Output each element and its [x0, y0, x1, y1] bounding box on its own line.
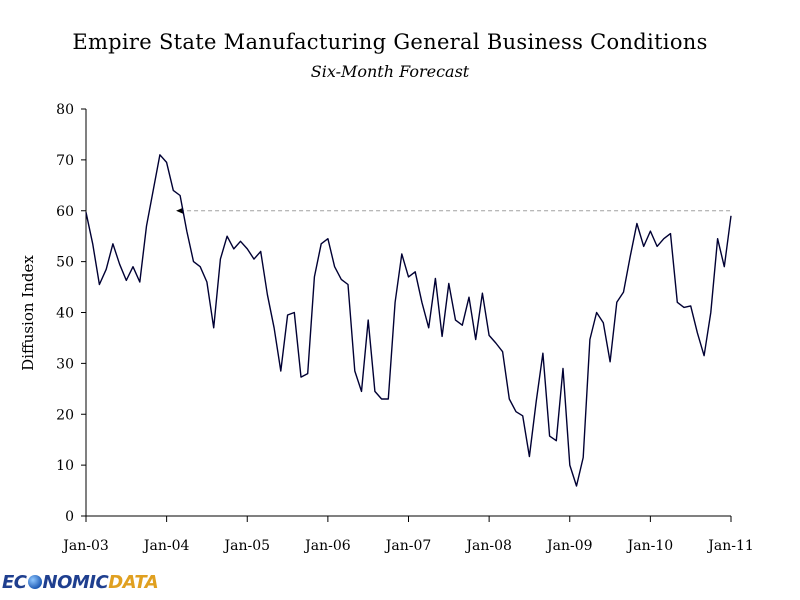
series-group: [85, 154, 732, 487]
y-tick-label: 70: [56, 153, 74, 169]
x-tick-label: Jan-04: [142, 538, 190, 554]
x-tick-label: Jan-11: [706, 538, 754, 554]
reference-line-group: [176, 207, 731, 214]
x-tick-label: Jan-09: [545, 538, 593, 554]
reference-arrow-icon: [176, 207, 184, 214]
logo-text-part-3: DATA: [108, 572, 159, 593]
chart-subtitle: Six-Month Forecast: [310, 62, 470, 81]
x-tick-label: Jan-05: [222, 538, 270, 554]
y-tick-label: 0: [65, 509, 74, 525]
x-tick-label: Jan-06: [303, 538, 351, 554]
x-tick-label: Jan-07: [384, 538, 432, 554]
economic-data-logo: EC NOMICDATA: [2, 572, 159, 593]
x-tick-label: Jan-03: [61, 538, 109, 554]
y-tick-label: 50: [56, 255, 74, 271]
x-axis: Jan-03 Jan-04 Jan-05 Jan-06 Jan-07 Jan-08 Jan-…: [61, 515, 754, 554]
logo-text-part-2: NOMIC: [42, 572, 109, 593]
y-tick-label: 30: [56, 356, 74, 372]
y-axis: 0 10 20 30 40 50 60 70 80: [56, 102, 87, 525]
x-tick-label: Jan-08: [464, 538, 512, 554]
y-tick-label: 20: [56, 407, 74, 423]
chart-title: Empire State Manufacturing General Busin…: [72, 30, 708, 54]
y-tick-label: 60: [56, 204, 74, 220]
y-tick-label: 40: [56, 306, 74, 322]
logo-text-part-1: EC: [2, 572, 27, 593]
x-tick-label: Jan-10: [626, 538, 674, 554]
y-axis-label: Diffusion Index: [19, 255, 37, 371]
y-tick-label: 10: [56, 458, 74, 474]
series-line: [85, 154, 732, 487]
y-tick-label: 80: [56, 102, 74, 118]
globe-icon: [27, 575, 42, 589]
